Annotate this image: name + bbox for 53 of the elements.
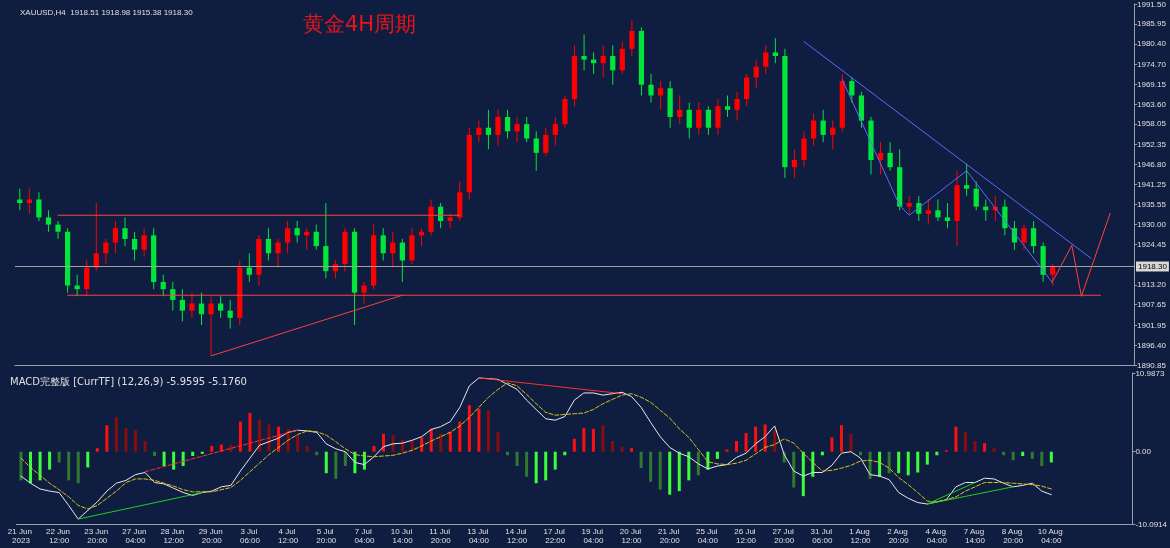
y-tick-label: 1974.70 [1137,59,1167,69]
x-tick-label: 26 Jul 12:00 [734,527,758,545]
y-tick-label: 1896.40 [1137,340,1167,350]
x-tick-label: 28 Jun 12:00 [160,527,187,545]
x-tick-label: 27 Jul 20:00 [772,527,796,545]
y-tick-label: 1890.85 [1137,360,1167,370]
y-tick-label: 1907.65 [1137,300,1167,310]
y-tick-label: 1935.55 [1137,200,1167,210]
x-tick-label: 22 Jun 12:00 [46,527,73,545]
x-tick-label: 8 Aug 20:00 [1001,527,1025,545]
y-tick-label: 1930.00 [1137,220,1167,230]
y-tick-label: 1991.50 [1137,0,1167,9]
x-tick-label: 21 Jun 2023 [7,527,35,545]
x-tick-label: 1 Aug 12:00 [849,527,872,545]
x-tick-label: 21 Jul 20:00 [657,527,682,545]
x-tick-label: 17 Jul 22:00 [543,527,568,545]
x-tick-label: 31 Jul 06:00 [810,527,835,545]
x-tick-label: 23 Jun 20:00 [84,527,111,545]
y-tick-label: 1963.60 [1137,99,1167,109]
y-tick-label: 1913.20 [1137,280,1167,290]
y-tick-label: -10.0914 [1135,519,1168,529]
y-tick-label: 1924.45 [1137,239,1167,249]
chart-title: MACD完整版 [CurrTF] (12,26,9) -5.9595 -5.1760 [10,375,247,387]
y-tick-label: 1958.05 [1137,119,1167,129]
y-tick-label: 1980.40 [1137,39,1167,49]
x-tick-label: 10 Jul 14:00 [390,527,415,545]
y-tick-label: 1941.25 [1137,179,1167,189]
x-tick-label: 25 Jul 04:00 [696,527,720,545]
x-tick-label: 13 Jul 04:00 [467,527,491,545]
x-tick-label: 3 Jul 06:00 [239,527,261,545]
y-tick-label: 10.9873 [1135,368,1165,378]
x-tick-label: 4 Aug 04:00 [925,527,949,545]
x-tick-label: 11 Jul 20:00 [429,527,453,545]
y-tick-label: 1969.15 [1137,79,1167,89]
y-tick-label: 1985.95 [1137,19,1167,29]
ref-line-label: 1918.30 [1138,262,1168,272]
y-tick-label: 1901.95 [1137,320,1167,330]
x-tick-label: 7 Aug 14:00 [963,527,987,545]
x-tick-label: 14 Jul 12:00 [505,527,529,545]
x-tick-label: 10 Aug 04:00 [1037,527,1065,545]
y-tick-label: 1952.35 [1137,139,1167,149]
chart-subtitle: XAUUSD,H4 1918.51 1918.98 1915.38 1918.30 [20,7,194,17]
chart-title: 黄金4H周期 [303,11,417,36]
y-tick-label: 0.00 [1135,447,1152,457]
x-tick-label: 4 Jul 12:00 [278,527,299,545]
x-tick-label: 29 Jun 20:00 [198,527,225,545]
y-tick-label: 1946.80 [1137,159,1167,169]
x-tick-label: 7 Jul 04:00 [354,527,375,545]
x-tick-label: 2 Aug 20:00 [887,527,911,545]
x-tick-label: 19 Jul 04:00 [581,527,606,545]
x-tick-label: 20 Jul 12:00 [619,527,644,545]
x-tick-label: 27 Jun 04:00 [122,527,149,545]
x-tick-label: 5 Jul 20:00 [316,527,337,545]
